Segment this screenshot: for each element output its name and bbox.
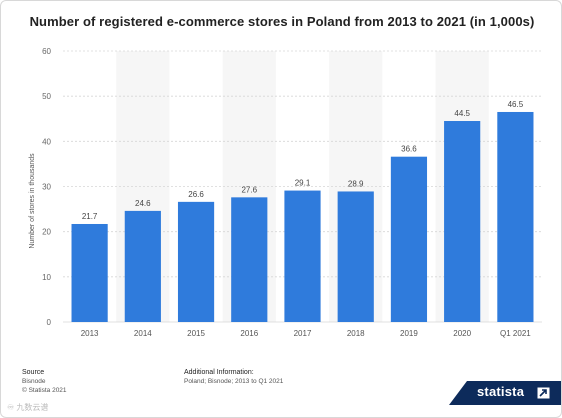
chart-title: Number of registered e-commerce stores i… [29, 14, 535, 29]
y-tick-label: 30 [42, 183, 51, 192]
data-label: 21.7 [82, 212, 98, 221]
y-tick-label: 0 [47, 318, 52, 327]
statista-logo-text: statista [477, 384, 525, 399]
x-tick-label: 2014 [134, 329, 152, 338]
bar [177, 201, 215, 322]
bar [390, 156, 428, 322]
bar [71, 223, 108, 322]
data-label: 27.6 [241, 185, 257, 194]
data-labels: 21.7 24.6 26.6 27.6 29.1 28.9 36.6 44.5 46.5 [82, 100, 524, 221]
x-tick-label: 2013 [81, 329, 99, 338]
source-block: Source Bisnode © Statista 2021 [22, 368, 67, 395]
additional-info-heading: Additional Information: [184, 369, 254, 376]
bar [497, 111, 534, 322]
data-label: 26.6 [188, 190, 204, 199]
bar [337, 191, 374, 322]
bar [124, 210, 161, 322]
watermark: ♾ 九数云谱 [7, 403, 49, 412]
y-tick-label: 20 [42, 228, 51, 237]
data-label: 24.6 [135, 199, 151, 208]
bar [231, 197, 268, 322]
bar [284, 190, 321, 322]
additional-info-block: Additional Information: Poland; Bisnode;… [184, 368, 283, 386]
x-tick-label: 2018 [347, 329, 365, 338]
x-tick-label: Q1 2021 [500, 329, 531, 338]
x-tick-label: 2019 [400, 329, 418, 338]
x-tick-label: 2015 [187, 329, 205, 338]
source-line: Bisnode [22, 378, 46, 385]
data-label: 44.5 [454, 109, 470, 118]
y-tick-label: 60 [42, 47, 51, 56]
source-line: © Statista 2021 [22, 387, 67, 394]
x-tick-label: 2020 [453, 329, 471, 338]
y-axis-ticks: 0 10 20 30 40 50 60 [42, 47, 51, 327]
additional-info-text: Poland; Bisnode; 2013 to Q1 2021 [184, 378, 284, 385]
x-axis-ticks: 2013 2014 2015 2016 2017 2018 2019 2020 Q1 2021 [81, 329, 532, 338]
y-axis-label: Number of stores in thousands [29, 153, 36, 249]
x-tick-label: 2017 [294, 329, 312, 338]
data-label: 29.1 [295, 179, 311, 188]
data-label: 36.6 [401, 145, 417, 154]
source-heading: Source [22, 369, 45, 376]
bar [444, 121, 481, 322]
y-tick-label: 50 [42, 92, 51, 101]
data-label: 46.5 [508, 100, 524, 109]
statista-arrow-icon [537, 387, 550, 399]
x-tick-label: 2016 [240, 329, 258, 338]
y-tick-label: 10 [42, 273, 51, 282]
y-tick-label: 40 [42, 137, 51, 146]
bars [71, 111, 534, 322]
data-label: 28.9 [348, 179, 364, 188]
